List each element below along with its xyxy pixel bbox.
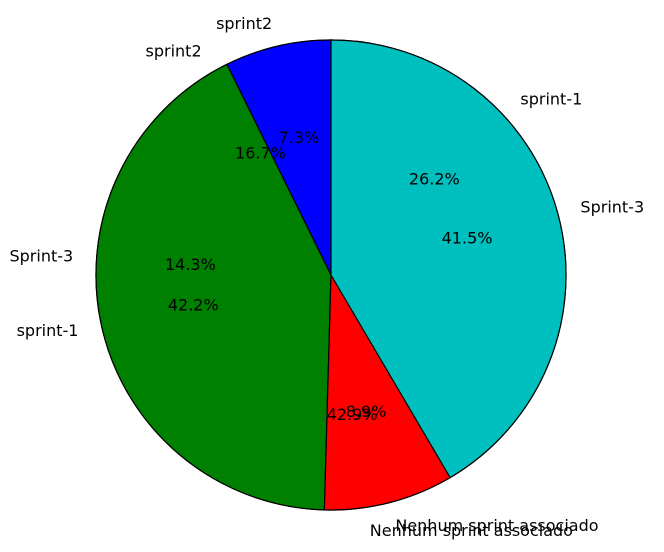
percent-label-sprint2-1: 16.7% (235, 143, 286, 162)
pie-slice-nenhum-sprint-associado-2 (323, 272, 451, 511)
category-label-sprint2-2: sprint2 (216, 14, 272, 33)
percent-label-sprint-1-2: 42.2% (168, 296, 219, 315)
category-label-nenhum-sprint-associado-2: Nenhum sprint associado (395, 516, 598, 535)
category-label-sprint-1-2: sprint-1 (17, 321, 79, 340)
percent-label-sprint-3-2: 41.5% (442, 228, 493, 247)
category-label-sprint-3-2: Sprint-3 (580, 198, 644, 217)
percent-label-sprint-3-1: 14.3% (165, 255, 216, 274)
pie-slice-sprint-1-2 (95, 63, 332, 511)
percent-label-sprint-1-1: 26.2% (409, 170, 460, 189)
percent-label-sprint2-2: 7.3% (279, 128, 320, 147)
category-label-sprint-1-1: sprint-1 (520, 90, 582, 109)
label-layer: sprint2 16.7% Sprint-3 14.3% Nenhum sprint a… (9, 14, 644, 540)
percent-label-nenhum-sprint-associado-2: 8.9% (346, 402, 387, 421)
pie-slice-sprint2-2 (226, 39, 332, 276)
percent-label-nenhum-sprint-associado-1: 42.9% (327, 405, 378, 424)
category-label-nenhum-sprint-associado-1: Nenhum sprint associado (370, 521, 573, 540)
category-label-sprint-3-1: Sprint-3 (9, 246, 73, 265)
category-label-sprint2-1: sprint2 (146, 42, 202, 61)
wedge-layer (95, 39, 567, 511)
pie-slice-sprint-3-2 (330, 39, 567, 479)
